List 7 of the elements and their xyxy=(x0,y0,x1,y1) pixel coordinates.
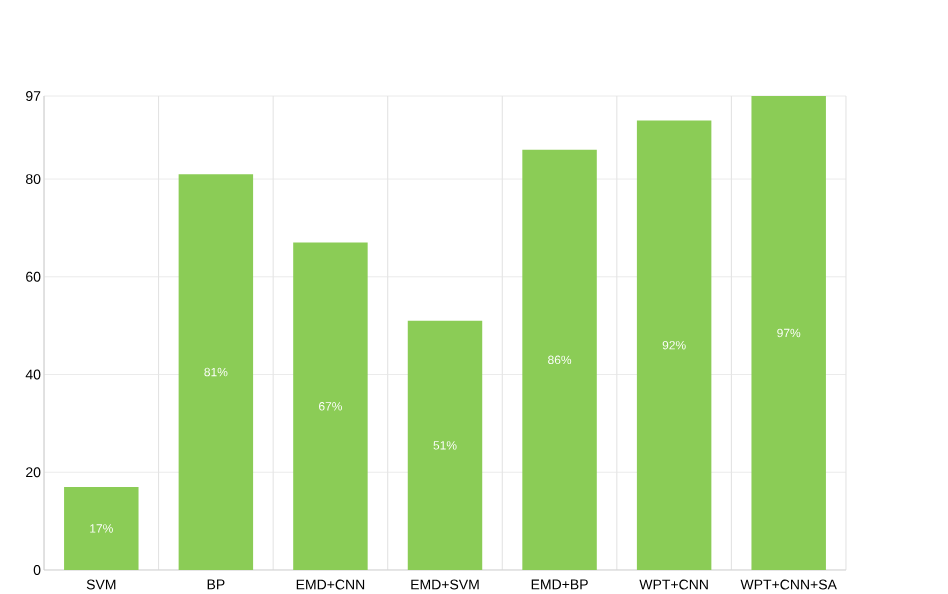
bar xyxy=(407,320,483,570)
bar xyxy=(636,120,712,570)
bar xyxy=(293,242,368,570)
bar xyxy=(64,486,139,570)
bar xyxy=(178,174,254,570)
bar xyxy=(522,149,597,570)
bar xyxy=(751,96,826,570)
